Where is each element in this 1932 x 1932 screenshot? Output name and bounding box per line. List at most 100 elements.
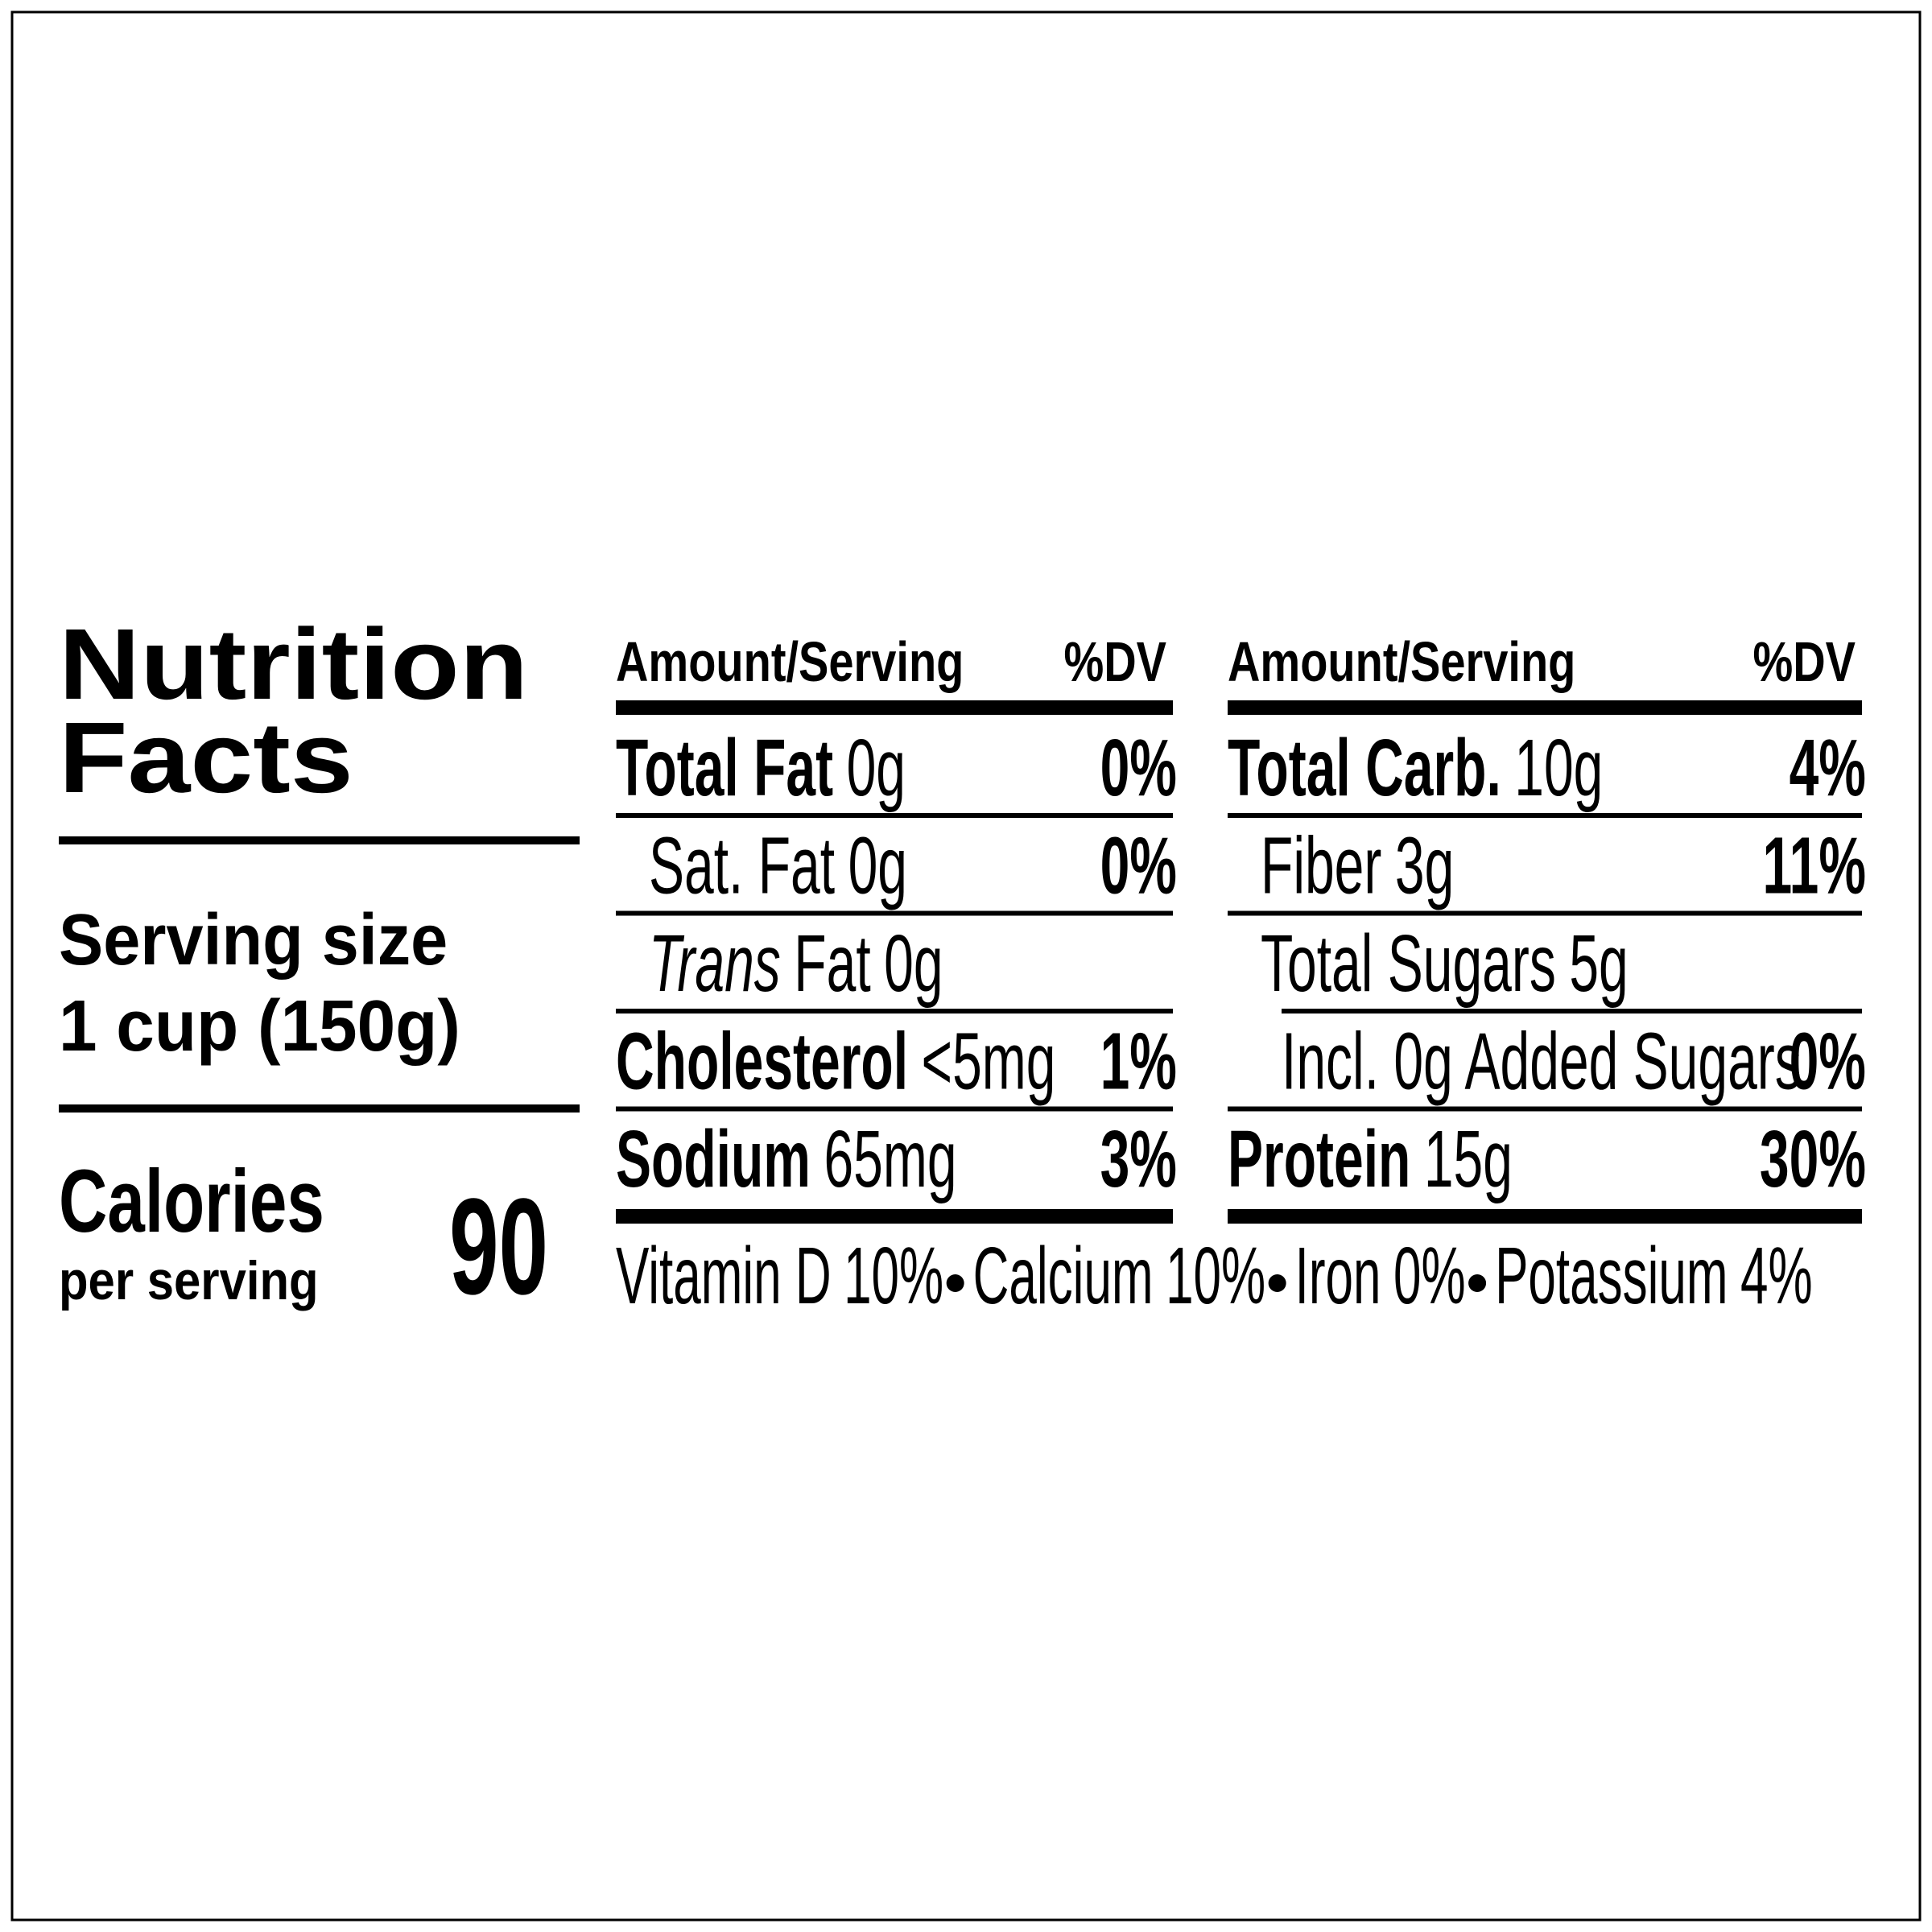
header-dv-part: %DV — [1752, 631, 1856, 693]
serving-amount: 1 cup (150g) — [59, 985, 460, 1066]
vitamin-part: 0% — [1393, 1231, 1466, 1321]
nutrient-part: 0g — [847, 722, 906, 812]
header-dv-part: %DV — [1063, 631, 1166, 693]
vitamin-part: Vitamin D — [616, 1231, 832, 1321]
calories-value-part: 90 — [449, 1170, 548, 1323]
nutrient: Protein 15g — [1228, 1113, 1513, 1203]
calories-value: 90 — [449, 1170, 548, 1323]
nutrient-dv: 0% — [1100, 820, 1177, 910]
nutrient: Incl. 0g Added Sugars — [1282, 1016, 1802, 1106]
bullet — [1468, 1274, 1487, 1292]
nutrient-part: 0g — [884, 918, 943, 1008]
nutrient-part: Fat — [794, 918, 870, 1008]
nutrient-part: Protein — [1228, 1113, 1410, 1203]
nutrient-dv-part: 4% — [1790, 722, 1866, 812]
rule — [616, 813, 1173, 818]
vitamin-part: Potassium — [1495, 1231, 1728, 1321]
thick-rule — [1228, 1209, 1862, 1224]
serving-label-part: Serving size — [59, 900, 448, 980]
nutrient-dv-part: 0% — [1100, 820, 1177, 910]
nutrient-dv-part: 1% — [1100, 1016, 1177, 1106]
nutrient-dv-part: 0% — [1100, 722, 1177, 812]
nutrient: Trans Fat 0g — [649, 918, 943, 1008]
serving-label: Serving size — [59, 900, 448, 980]
header-dv: %DV — [1063, 631, 1166, 693]
nutrient: Total Carb. 10g — [1228, 722, 1603, 812]
title-part: Facts — [59, 702, 353, 814]
vitamin-part: 4% — [1740, 1231, 1813, 1321]
vitamin-part: Calcium — [973, 1231, 1154, 1321]
nutrient-part: Fiber — [1261, 820, 1381, 910]
nutrient-dv: 1% — [1100, 1016, 1177, 1106]
nutrient-dv: 11% — [1763, 820, 1866, 910]
rule — [1228, 813, 1862, 818]
rule — [1228, 1106, 1862, 1112]
border — [10, 10, 1922, 1922]
bullet — [1268, 1274, 1286, 1292]
rule — [1228, 910, 1862, 916]
title: Facts — [59, 702, 353, 814]
nutrient: Cholesterol <5mg — [616, 1016, 1055, 1106]
nutrient: Sat. Fat 0g — [649, 820, 907, 910]
rule — [616, 910, 1173, 916]
nutrient: Total Sugars 5g — [1261, 918, 1629, 1008]
nutrient-part: Total Fat — [616, 722, 833, 812]
nutrient-dv: 30% — [1760, 1113, 1866, 1203]
header-amount-part: Amount/Serving — [1228, 631, 1575, 693]
nutrient-part: Sat. Fat — [649, 820, 835, 910]
header-amount: Amount/Serving — [1228, 631, 1575, 693]
nutrient-dv: 0% — [1790, 1016, 1866, 1106]
bullet — [946, 1274, 964, 1292]
vitamin: Iron 0% — [1295, 1231, 1466, 1321]
serving-amount-part: 1 cup (150g) — [59, 985, 460, 1066]
nutrient-part: 0g — [848, 820, 907, 910]
nutrient-dv-part: 30% — [1760, 1113, 1866, 1203]
nutrient-part: 5g — [1569, 918, 1628, 1008]
header-amount: Amount/Serving — [616, 631, 964, 693]
nutrient-part: Sodium — [616, 1113, 811, 1203]
nutrient: Total Fat 0g — [616, 722, 906, 812]
rule — [59, 1104, 580, 1113]
nutrient-dv: 0% — [1100, 722, 1177, 812]
vitamin: Calcium 10% — [973, 1231, 1265, 1321]
vitamin: Potassium 4% — [1495, 1231, 1813, 1321]
vitamin-part: 10% — [844, 1231, 943, 1321]
nutrient-part: Total Carb. — [1228, 722, 1501, 812]
rule — [616, 1009, 1173, 1013]
thick-rule — [616, 700, 1173, 715]
nutrient-part: 3g — [1395, 820, 1454, 910]
calories-sublabel-part: per serving — [59, 1249, 319, 1311]
nutrient-part: Cholesterol — [616, 1016, 908, 1106]
vitamin: Vitamin D 10% — [616, 1231, 943, 1321]
title-part: Nutrition — [59, 609, 528, 720]
nutrient-dv: 3% — [1100, 1113, 1177, 1203]
vitamin-part: 10% — [1166, 1231, 1265, 1321]
thick-rule — [1228, 700, 1862, 715]
rule — [616, 1106, 1173, 1112]
nutrient-part: 65mg — [824, 1113, 956, 1203]
header-dv: %DV — [1752, 631, 1856, 693]
calories-sublabel: per serving — [59, 1249, 319, 1311]
title: Nutrition — [59, 609, 528, 720]
nutrient-part: 10g — [1514, 722, 1603, 812]
nutrient-part: Incl. 0g Added Sugars — [1282, 1016, 1802, 1106]
vitamin-part: Iron — [1295, 1231, 1381, 1321]
nutrient-part: Trans — [649, 918, 781, 1008]
nutrient: Fiber 3g — [1261, 820, 1454, 910]
header-amount-part: Amount/Serving — [616, 631, 964, 693]
nutrient-part: <5mg — [922, 1016, 1056, 1106]
calories-label-part: Calories — [59, 1152, 324, 1251]
nutrient-dv-part: 11% — [1763, 820, 1866, 910]
rule — [59, 836, 580, 844]
rule — [1282, 1009, 1862, 1013]
nutrient: Sodium 65mg — [616, 1113, 957, 1203]
calories-label: Calories — [59, 1152, 324, 1251]
nutrient-part: 15g — [1424, 1113, 1513, 1203]
nutrient-dv-part: 3% — [1100, 1113, 1177, 1203]
thick-rule — [616, 1209, 1173, 1224]
nutrient-part: Total Sugars — [1261, 918, 1556, 1008]
nutrient-dv-part: 0% — [1790, 1016, 1866, 1106]
nutrient-dv: 4% — [1790, 722, 1866, 812]
